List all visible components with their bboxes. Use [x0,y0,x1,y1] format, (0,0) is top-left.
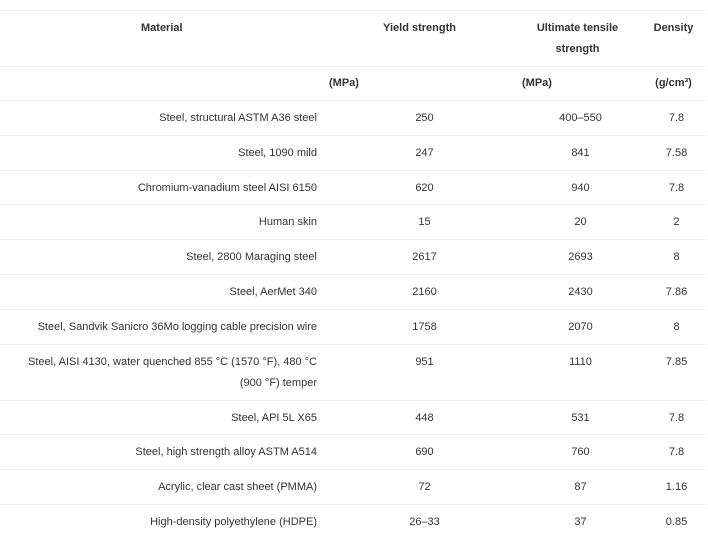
table-row: Steel, Sandvik Sanicro 36Mo logging cabl… [0,308,706,345]
table-row: Acrylic, clear cast sheet (PMMA) 72 87 1… [0,469,706,505]
cell-density: 8 [641,239,706,275]
cell-ultimate-tensile-strength: 87 [514,469,641,505]
table-row: Steel, 2800 Maraging steel 2617 2693 8 [0,239,706,275]
header-material: Material [0,10,325,67]
cell-yield-strength: 247 [325,134,514,171]
units-row: (MPa) (MPa) (g/cm³) [0,66,706,101]
header-ultimate-tensile-strength: Ultimate tensile strength [514,10,641,67]
cell-material: Steel, Sandvik Sanicro 36Mo logging cabl… [0,308,325,345]
cell-density: 7.58 [641,134,706,171]
cell-material: Steel, AerMet 340 [0,273,325,310]
table-row: Human skin 15 20 2 [0,204,706,240]
cell-material: Acrylic, clear cast sheet (PMMA) [0,469,325,505]
cell-material: Chromium-vanadium steel AISI 6150 [0,169,325,205]
cell-material: Steel, 1090 mild [0,134,325,171]
cell-ultimate-tensile-strength: 2693 [514,239,641,275]
table-row: Steel, AISI 4130, water quenched 855 °C … [0,343,706,401]
cell-yield-strength: 15 [325,204,514,240]
cell-material: Steel, high strength alloy ASTM A514 [0,434,325,470]
cell-yield-strength: 2617 [325,239,514,275]
cell-material: Human skin [0,204,325,240]
cell-yield-strength: 72 [325,469,514,505]
table-row: Chromium-vanadium steel AISI 6150 620 94… [0,169,706,205]
cell-density: 7.85 [641,343,706,401]
unit-material [0,66,325,101]
cell-density: 0.85 [641,503,706,537]
header-row: Material Yield strength Ultimate tensile… [0,10,706,67]
cell-material: Steel, 2800 Maraging steel [0,239,325,275]
cell-yield-strength: 951 [325,343,514,401]
unit-yield-strength: (MPa) [325,66,514,101]
cell-ultimate-tensile-strength: 1110 [514,343,641,401]
cell-density: 7.86 [641,273,706,310]
unit-ultimate-tensile-strength: (MPa) [514,66,641,101]
cell-material: Steel, API 5L X65 [0,399,325,435]
cell-yield-strength: 2160 [325,273,514,310]
cell-density: 8 [641,308,706,345]
table-row: Steel, structural ASTM A36 steel 250 400… [0,100,706,136]
cell-ultimate-tensile-strength: 20 [514,204,641,240]
cell-ultimate-tensile-strength: 2070 [514,308,641,345]
cell-density: 1.16 [641,469,706,505]
cell-material: Steel, structural ASTM A36 steel [0,100,325,136]
table-row: High-density polyethylene (HDPE) 26–33 3… [0,503,706,537]
cell-ultimate-tensile-strength: 531 [514,399,641,435]
table-row: Steel, AerMet 340 2160 2430 7.86 [0,273,706,310]
unit-density: (g/cm³) [641,66,706,101]
cell-ultimate-tensile-strength: 841 [514,134,641,171]
cell-yield-strength: 26–33 [325,503,514,537]
cell-ultimate-tensile-strength: 37 [514,503,641,537]
table-row: Steel, API 5L X65 448 531 7.8 [0,399,706,435]
cell-density: 7.8 [641,169,706,205]
cell-ultimate-tensile-strength: 2430 [514,273,641,310]
cell-yield-strength: 690 [325,434,514,470]
cell-yield-strength: 448 [325,399,514,435]
header-density: Density [641,10,706,67]
cell-material: Steel, AISI 4130, water quenched 855 °C … [0,343,325,401]
cell-density: 7.8 [641,434,706,470]
cell-ultimate-tensile-strength: 400–550 [514,100,641,136]
cell-ultimate-tensile-strength: 940 [514,169,641,205]
cell-ultimate-tensile-strength: 760 [514,434,641,470]
cell-yield-strength: 1758 [325,308,514,345]
cell-yield-strength: 250 [325,100,514,136]
table-row: Steel, high strength alloy ASTM A514 690… [0,434,706,470]
cell-density: 2 [641,204,706,240]
cell-yield-strength: 620 [325,169,514,205]
materials-table: Material Yield strength Ultimate tensile… [0,10,706,537]
table-row: Steel, 1090 mild 247 841 7.58 [0,134,706,171]
cell-material: High-density polyethylene (HDPE) [0,503,325,537]
header-yield-strength: Yield strength [325,10,514,67]
cell-density: 7.8 [641,399,706,435]
cell-density: 7.8 [641,100,706,136]
